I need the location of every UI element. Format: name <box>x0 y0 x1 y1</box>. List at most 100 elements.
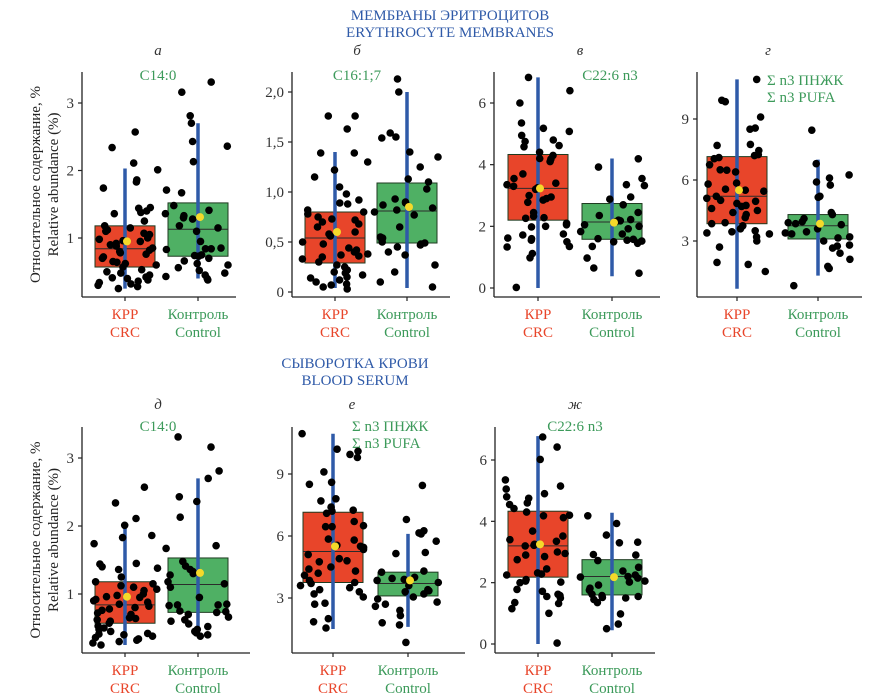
data-point <box>433 598 441 606</box>
section-title-en: ERYTHROCYTE MEMBRANES <box>346 25 554 41</box>
data-point <box>612 519 621 528</box>
data-point <box>224 261 232 269</box>
data-point <box>434 578 443 587</box>
data-point <box>502 485 511 493</box>
data-point <box>808 126 816 134</box>
data-point <box>165 601 173 610</box>
data-point <box>195 593 204 602</box>
data-point <box>814 193 822 202</box>
data-point <box>395 88 403 96</box>
data-point <box>538 587 547 596</box>
data-point <box>322 509 331 518</box>
data-point <box>149 580 157 588</box>
mean-marker <box>123 592 131 601</box>
data-point <box>327 281 336 289</box>
y-axis-label-en: Relative abundance (%) <box>46 468 62 612</box>
data-point <box>140 217 149 225</box>
data-point <box>828 210 837 219</box>
data-point <box>319 283 328 291</box>
data-point <box>113 591 121 600</box>
data-point <box>205 206 213 215</box>
group-crc: КРР CRC <box>89 483 162 697</box>
panel-title: C14:0 <box>140 68 177 84</box>
data-point <box>622 180 631 189</box>
data-point <box>90 539 98 548</box>
data-point <box>129 583 138 591</box>
data-point <box>137 208 145 217</box>
section-title-en: BLOOD SERUM <box>301 373 409 389</box>
data-point <box>112 242 121 250</box>
panel-title: C22:6 n3 <box>547 419 602 435</box>
data-point <box>409 593 418 601</box>
mean-marker <box>610 218 618 227</box>
data-point <box>432 537 441 545</box>
data-point <box>335 276 344 284</box>
data-point <box>417 530 425 538</box>
data-point <box>512 283 521 292</box>
data-point <box>355 252 363 260</box>
data-point <box>162 186 171 194</box>
mean-marker <box>816 219 824 228</box>
data-point <box>713 258 721 267</box>
panel-letter: б <box>353 43 361 59</box>
data-point <box>326 232 335 240</box>
data-point <box>220 580 229 588</box>
data-point <box>114 284 123 293</box>
data-point <box>310 590 318 598</box>
data-point <box>542 565 551 573</box>
data-point <box>704 180 712 188</box>
data-point <box>184 620 193 628</box>
data-point <box>539 124 548 133</box>
data-point <box>133 282 142 291</box>
mean-marker <box>536 184 544 193</box>
data-point <box>315 258 323 266</box>
data-point <box>343 273 351 281</box>
data-point <box>395 621 404 629</box>
data-point <box>89 597 98 605</box>
data-point <box>552 179 560 187</box>
x-category-label: Control <box>795 325 841 341</box>
data-point <box>142 207 151 215</box>
data-point <box>355 196 363 204</box>
section-title-ru: СЫВОРОТКА КРОВИ <box>281 356 429 372</box>
data-point <box>416 163 425 171</box>
panel-5: д C14:0 1 2 3 КРР CRC Контроль Control Относитель… <box>28 397 250 697</box>
x-category-label: Control <box>175 325 221 341</box>
data-point <box>162 544 170 553</box>
data-point <box>846 255 854 264</box>
data-point <box>173 601 182 609</box>
data-point <box>640 181 649 190</box>
data-point <box>434 153 442 161</box>
data-point <box>502 571 511 579</box>
data-point <box>212 608 221 617</box>
x-category-label: Контроль <box>168 663 229 679</box>
data-point <box>327 563 335 571</box>
data-point <box>406 148 414 156</box>
data-point <box>540 213 548 222</box>
data-point <box>313 223 322 231</box>
y-tick-label: 1 <box>67 587 75 603</box>
data-point <box>192 227 201 236</box>
data-point <box>162 272 170 281</box>
y-tick-label: 2 <box>480 576 488 592</box>
data-point <box>98 254 107 263</box>
data-point <box>634 155 643 163</box>
data-point <box>137 265 146 274</box>
y-tick-label: 6 <box>682 173 690 189</box>
data-point <box>350 536 359 544</box>
group-control: Контроль Control <box>371 481 443 697</box>
data-point <box>120 631 128 639</box>
data-point <box>307 579 315 588</box>
data-point <box>312 278 320 286</box>
data-point <box>715 243 724 251</box>
data-point <box>728 228 736 236</box>
data-point <box>580 221 589 229</box>
mean-marker <box>405 203 413 211</box>
data-point <box>519 170 527 178</box>
data-point <box>106 241 115 249</box>
data-point <box>113 258 121 267</box>
data-point <box>594 581 603 589</box>
data-point <box>355 220 363 228</box>
data-point <box>741 213 749 222</box>
data-point <box>836 249 844 257</box>
